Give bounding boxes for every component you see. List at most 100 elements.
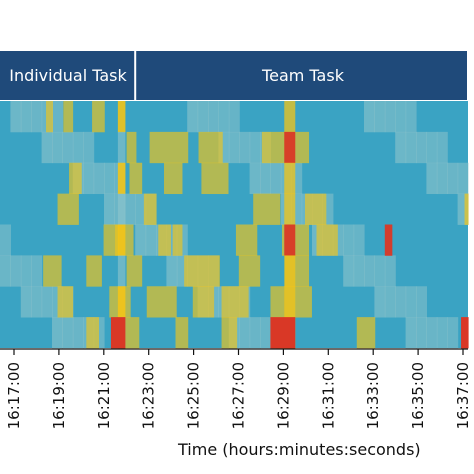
heatmap-cell	[184, 255, 220, 287]
heatmap-cell	[72, 131, 84, 164]
heatmap-cell	[218, 131, 230, 164]
heatmap-cell	[146, 286, 177, 318]
heatmap-cell	[436, 162, 448, 195]
heatmap-cell	[63, 101, 74, 133]
x-tick-label: 16:37:00	[454, 362, 472, 429]
heatmap-cell	[110, 317, 126, 349]
heatmap-cell	[218, 101, 230, 133]
heatmap-cell	[260, 162, 271, 195]
heatmap-cell	[405, 317, 417, 349]
heatmap-cell	[284, 193, 296, 225]
heatmap-cell	[31, 286, 43, 318]
heatmap-cell	[86, 317, 100, 349]
heatmap-cell	[260, 317, 271, 349]
heatmap-cell	[117, 193, 126, 225]
heatmap-cell	[62, 317, 74, 349]
heatmap-cell	[135, 193, 147, 225]
heatmap-cell	[145, 224, 157, 256]
heatmap-cell	[457, 162, 469, 195]
heatmap-cell	[356, 317, 376, 349]
heatmap-cell	[166, 255, 178, 287]
heatmap-cell	[291, 162, 303, 195]
heatmap-cell	[228, 101, 240, 133]
heatmap-cell	[374, 286, 386, 318]
heatmap-cell	[426, 162, 438, 195]
heatmap-cell	[249, 317, 261, 349]
heatmap-cell	[92, 101, 105, 133]
heatmap-cell	[343, 255, 355, 287]
heatmap-cell	[384, 101, 396, 133]
heatmap-cell	[447, 317, 459, 349]
heatmap-cell	[249, 162, 261, 195]
heatmap-cell	[239, 131, 251, 164]
x-tick-label: 16:23:00	[140, 362, 158, 429]
heatmap-cell	[72, 317, 84, 349]
heatmap-cell	[416, 317, 427, 349]
heatmap-cell	[117, 255, 126, 287]
x-axis: 16:17:00 16:19:00 16:21:00 16:23:00 16:25:00…	[0, 348, 472, 429]
heatmap-cell	[291, 193, 303, 225]
phase-header: Individual Task Team Task	[0, 51, 469, 100]
heatmap-cell	[464, 193, 469, 225]
phase-box-0	[0, 51, 136, 100]
heatmap-cell	[201, 162, 229, 195]
heatmap-cell	[457, 193, 469, 225]
heatmap-cell	[384, 255, 396, 287]
heatmap-cell	[46, 101, 53, 133]
heatmap-cell	[187, 101, 199, 133]
x-tick-label: 16:19:00	[50, 362, 68, 429]
heatmap-cell	[384, 224, 393, 256]
heatmap-cell	[0, 224, 11, 256]
phase-box-1	[135, 51, 468, 100]
heatmap-cell	[52, 317, 63, 349]
heatmap-cell	[83, 131, 95, 164]
heatmap-cell	[117, 224, 126, 256]
heatmap-cell	[175, 317, 189, 349]
heatmap-cell	[284, 255, 296, 287]
heatmap-cell	[364, 101, 375, 133]
heatmap-cell	[374, 255, 386, 287]
x-tick-label: 16:29:00	[274, 362, 292, 429]
x-tick-label: 16:33:00	[364, 362, 382, 429]
heatmap-cell	[31, 101, 43, 133]
heatmap-cell	[284, 286, 296, 318]
heatmap-cell	[284, 162, 296, 195]
heatmap-cell	[221, 286, 249, 318]
heatmap-cell	[69, 162, 82, 195]
heatmap-cell	[117, 101, 126, 133]
heatmap-cell	[461, 317, 469, 349]
heatmap-cell	[62, 131, 74, 164]
heatmap-cell	[353, 255, 365, 287]
heatmap-cell	[176, 255, 188, 287]
heatmap-cell	[235, 224, 258, 256]
heatmap-cell	[20, 101, 32, 133]
heatmap-cell	[129, 162, 143, 195]
heatmap-cell	[332, 224, 344, 256]
heatmap-cell	[10, 101, 22, 133]
heatmap-cell	[31, 255, 43, 287]
heatmap-cell	[104, 162, 115, 195]
heatmap-cell	[270, 162, 282, 195]
heatmap-cell	[249, 131, 261, 164]
heatmap-cell	[416, 286, 427, 318]
heatmap-cell	[284, 224, 296, 256]
phase-label-1: Team Task	[261, 66, 345, 85]
heatmap-cell	[208, 101, 219, 133]
x-tick-label: 16:27:00	[230, 362, 248, 429]
heatmap-cell	[57, 193, 79, 225]
heatmap-cell	[126, 255, 143, 287]
heatmap-cell	[52, 101, 63, 133]
heatmap-cell	[126, 131, 137, 164]
heatmap-cell	[20, 255, 32, 287]
x-tick-label: 16:31:00	[319, 362, 337, 429]
heatmap-cell	[447, 162, 459, 195]
x-tick-label: 16:25:00	[185, 362, 203, 429]
x-tick-label: 16:17:00	[5, 362, 23, 429]
heatmap-cell	[343, 224, 355, 256]
heatmap-cell	[93, 162, 105, 195]
heatmap-cell	[83, 162, 95, 195]
heatmap-cell	[57, 286, 74, 318]
heatmap-cell	[93, 317, 105, 349]
heatmap-cell	[117, 131, 126, 164]
